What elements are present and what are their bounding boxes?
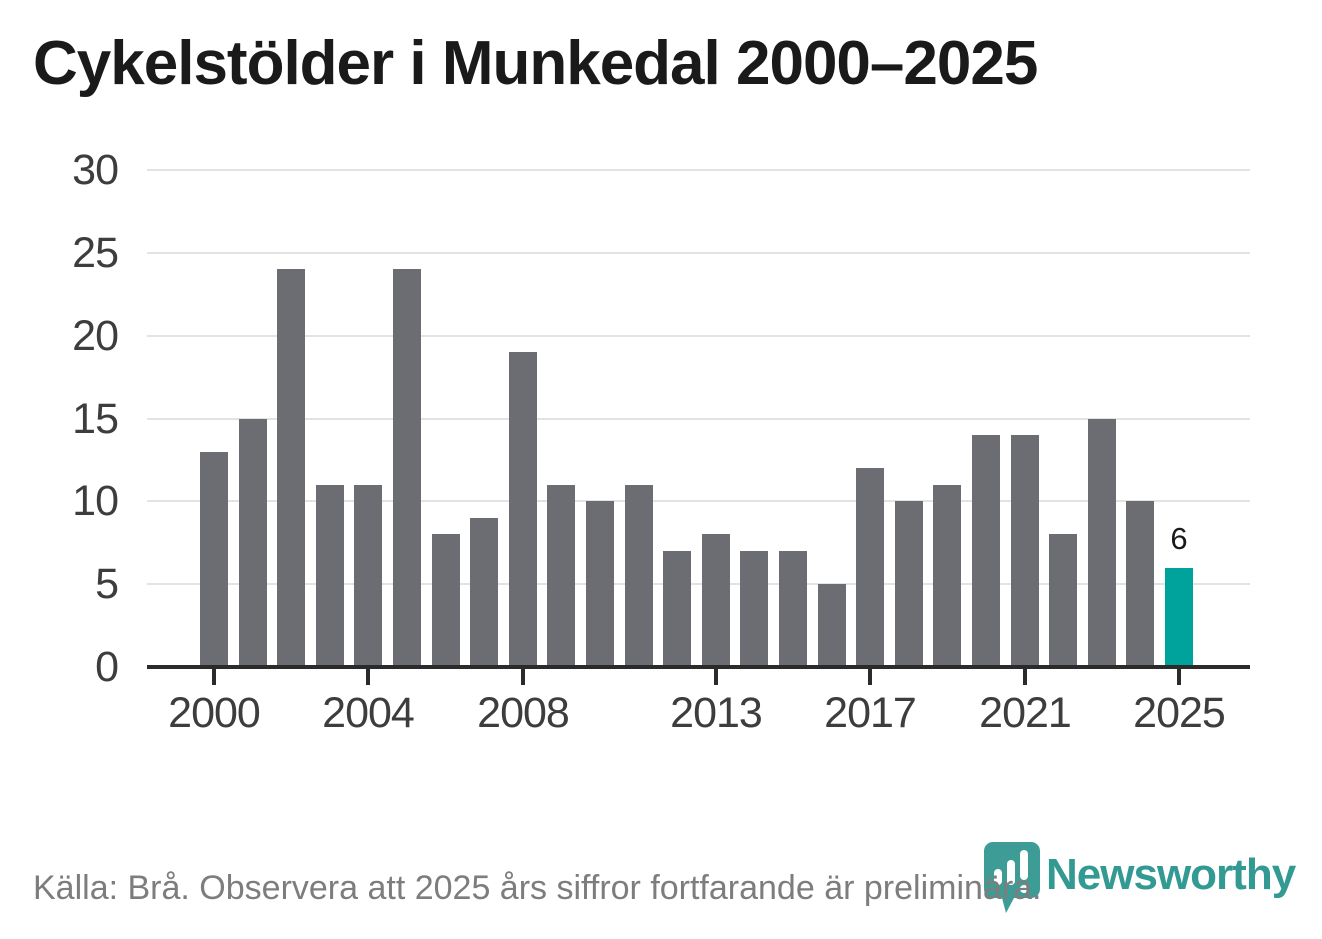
x-axis-tick [1177,667,1181,685]
bar-2018 [895,501,923,666]
bar-2021 [1011,435,1039,666]
bar-2025 [1165,568,1193,666]
bar-2008 [509,352,537,666]
y-axis-tick-label: 20 [72,312,119,360]
chart-title: Cykelstölder i Munkedal 2000–2025 [33,29,1038,98]
bar-2016 [818,584,846,666]
bar-2006 [432,534,460,666]
x-axis-line [147,665,1250,669]
gridline-y5 [147,583,1250,585]
bar-2009 [547,485,575,666]
y-axis-tick-label: 30 [72,146,119,194]
x-axis-tick [714,667,718,685]
source-note: Källa: Brå. Observera att 2025 års siffr… [33,869,1042,907]
bar-2023 [1088,419,1116,667]
bar-2020 [972,435,1000,666]
y-axis-tick-label: 10 [72,477,119,525]
gridline-y30 [147,169,1250,171]
x-axis-tick [868,667,872,685]
bar-2003 [316,485,344,666]
x-axis-tick-label: 2013 [670,689,763,737]
x-axis-tick [212,667,216,685]
bar-2011 [625,485,653,666]
bar-2014 [740,551,768,666]
newsworthy-pin-icon [984,842,1040,913]
y-axis-tick-label: 0 [95,643,119,691]
bar-2024 [1126,501,1154,666]
gridline-y20 [147,335,1250,337]
bar-2001 [239,419,267,667]
bar-2017 [856,468,884,666]
bar-2000 [200,452,228,666]
x-axis-tick-label: 2025 [1133,689,1226,737]
x-axis-tick [366,667,370,685]
gridline-y25 [147,252,1250,254]
gridline-y10 [147,500,1250,502]
bar-2019 [933,485,961,666]
bar-2013 [702,534,730,666]
bar-2002 [277,269,305,666]
gridline-y15 [147,418,1250,420]
x-axis-tick [521,667,525,685]
y-axis-tick-label: 15 [72,395,119,443]
bar-2004 [354,485,382,666]
bar-2015 [779,551,807,666]
newsworthy-wordmark: Newsworthy [1046,850,1296,899]
y-axis-tick-label: 5 [95,560,119,608]
bar-2012 [663,551,691,666]
x-axis-tick-label: 2021 [979,689,1072,737]
x-axis-tick [1023,667,1027,685]
highlight-value-label: 6 [1170,521,1188,556]
x-axis-tick-label: 2000 [168,689,261,737]
bar-2007 [470,518,498,666]
bar-2022 [1049,534,1077,666]
y-axis-tick-label: 25 [72,229,119,277]
x-axis-tick-label: 2017 [824,689,917,737]
x-axis-tick-label: 2008 [477,689,570,737]
x-axis-tick-label: 2004 [322,689,415,737]
bar-2010 [586,501,614,666]
bar-2005 [393,269,421,666]
